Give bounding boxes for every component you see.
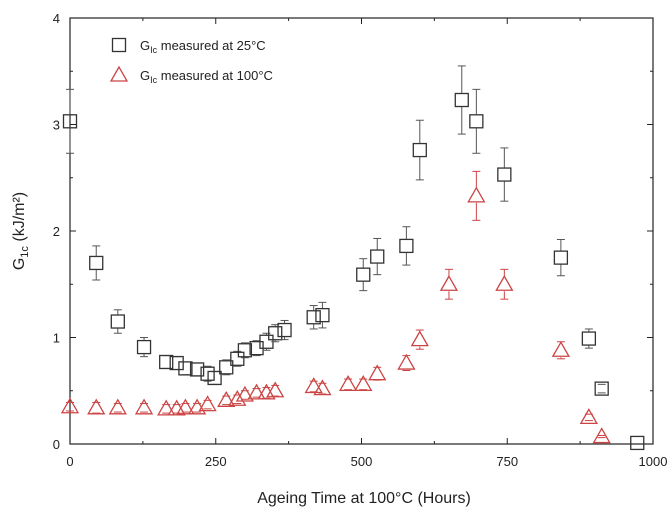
- legend-label-sub: Ic: [150, 45, 158, 55]
- data-point: [454, 92, 469, 108]
- data-point: [136, 339, 152, 355]
- data-point: [338, 375, 358, 392]
- data-point: [410, 330, 429, 347]
- data-point: [228, 389, 247, 406]
- legend-item-2: GIc measured at 100°C: [109, 65, 273, 85]
- data-point: [306, 310, 321, 325]
- data-point: [157, 399, 176, 416]
- data-point: [368, 364, 387, 381]
- data-point: [313, 379, 332, 396]
- data-point: [159, 354, 174, 370]
- data-point: [89, 255, 104, 271]
- data-point: [594, 381, 609, 396]
- data-point: [581, 331, 597, 346]
- data-point: [469, 114, 484, 129]
- legend-marker: [111, 37, 127, 53]
- data-point: [108, 398, 127, 415]
- data-point: [553, 250, 569, 265]
- data-point: [219, 360, 234, 375]
- y-axis-label: G1c (kJ/m²): [11, 192, 31, 270]
- data-point: [412, 142, 427, 158]
- y-axis-label-sub: 1c: [19, 246, 31, 258]
- data-point: [110, 314, 125, 329]
- data-point: [87, 398, 106, 415]
- data-point: [399, 238, 414, 254]
- data-point: [268, 326, 283, 341]
- data-point: [230, 351, 245, 366]
- data-point: [217, 391, 236, 407]
- legend-label-main: G: [140, 68, 150, 83]
- data-point: [630, 435, 645, 451]
- data-point: [207, 370, 222, 386]
- x-tick-label: 750: [496, 454, 518, 469]
- data-point: [189, 362, 205, 377]
- series-2: [60, 170, 611, 444]
- y-tick-label: 4: [53, 11, 60, 26]
- x-axis-label: Ageing Time at 100°C (Hours): [257, 490, 471, 507]
- y-axis-label-unit: (kJ/m²): [11, 192, 28, 246]
- data-point: [60, 397, 80, 414]
- x-tick-label: 500: [351, 454, 373, 469]
- y-tick-label: 3: [53, 118, 60, 133]
- data-point: [551, 340, 571, 357]
- data-point: [235, 385, 255, 402]
- x-tick-label: 250: [205, 454, 227, 469]
- data-point: [439, 274, 459, 291]
- legend-label: GIc measured at 100°C: [140, 68, 273, 85]
- x-tick-label: 1000: [639, 454, 667, 469]
- data-point: [315, 307, 330, 323]
- legend-item-1: GIc measured at 25°C: [111, 37, 266, 55]
- data-point: [467, 186, 486, 203]
- data-point: [354, 375, 373, 392]
- x-tick-label: 0: [66, 454, 73, 469]
- data-point: [397, 353, 416, 370]
- y-tick-label: 2: [53, 224, 60, 239]
- data-point: [176, 398, 195, 415]
- data-point: [277, 322, 292, 338]
- data-point: [134, 398, 154, 415]
- y-tick-label: 0: [53, 437, 60, 452]
- data-point: [178, 361, 193, 376]
- legend-label-main: G: [140, 38, 150, 53]
- data-point: [304, 377, 323, 394]
- legend-marker: [109, 65, 129, 82]
- data-point: [62, 114, 78, 129]
- series-layer: [60, 65, 645, 451]
- legend-label-sub: Ic: [150, 75, 158, 85]
- legend-label: GIc measured at 25°C: [140, 38, 266, 55]
- data-point: [592, 427, 611, 444]
- axes: 0 250 500 750 1000 0 1 2 3 4: [53, 11, 667, 469]
- data-point: [370, 249, 385, 264]
- data-point: [495, 274, 514, 291]
- data-point: [198, 395, 217, 412]
- y-axis-label-main: G: [11, 258, 28, 270]
- legend-label-rest: measured at 25°C: [157, 38, 266, 53]
- data-point: [579, 408, 598, 425]
- y-tick-label: 1: [53, 331, 60, 346]
- data-point: [497, 167, 512, 182]
- data-point: [169, 355, 184, 371]
- data-point: [356, 267, 371, 282]
- data-point: [237, 343, 253, 358]
- data-point: [266, 381, 285, 398]
- legend-label-rest: measured at 100°C: [157, 68, 273, 83]
- series-1: [62, 65, 645, 451]
- data-point: [247, 383, 266, 400]
